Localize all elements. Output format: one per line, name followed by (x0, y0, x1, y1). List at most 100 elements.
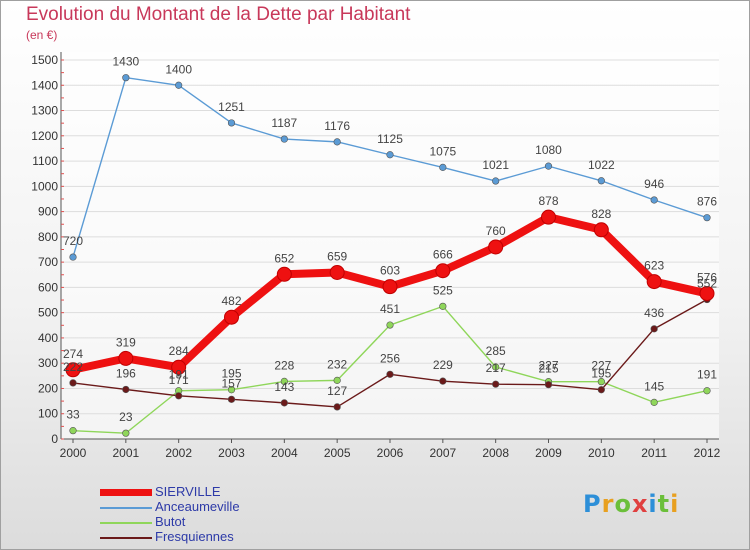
data-point (544, 381, 553, 389)
y-tick-label: 1100 (32, 154, 58, 168)
data-point (333, 138, 341, 146)
y-tick-label: 900 (38, 205, 58, 219)
data-point (122, 74, 130, 82)
y-tick-label: 700 (38, 255, 58, 269)
data-label: 191 (697, 368, 717, 382)
y-tick-label: 600 (38, 280, 58, 294)
data-point (597, 378, 605, 386)
data-label: 228 (274, 358, 294, 372)
x-tick-label: 2002 (165, 446, 192, 460)
data-point (69, 379, 77, 387)
data-point (386, 321, 394, 329)
data-point (703, 387, 711, 395)
data-label: 1021 (482, 158, 509, 172)
data-label: 666 (433, 248, 453, 262)
data-label: 828 (591, 207, 611, 221)
logo-letter: P (583, 490, 602, 518)
legend-label: Fresquiennes (155, 529, 234, 544)
legend-label: Butot (155, 514, 186, 529)
data-point (439, 377, 447, 385)
data-point (333, 403, 341, 411)
y-tick-label: 300 (38, 356, 58, 370)
proxiti-logo: Proxiti (583, 490, 679, 518)
data-label: 285 (486, 344, 506, 358)
data-label: 232 (327, 357, 347, 371)
data-label: 274 (63, 347, 83, 361)
logo-letter: r (601, 490, 615, 518)
data-label: 171 (169, 373, 189, 387)
data-point (541, 209, 556, 225)
data-label: 552 (697, 277, 717, 291)
data-point (544, 162, 553, 170)
data-label: 33 (66, 408, 80, 422)
data-point (650, 325, 658, 333)
data-label: 256 (380, 351, 400, 365)
data-label: 191 (169, 368, 189, 382)
data-point (492, 380, 500, 388)
data-label: 227 (591, 359, 611, 373)
data-point (69, 427, 77, 435)
x-tick-label: 2004 (271, 446, 298, 460)
data-point (227, 395, 236, 403)
data-label: 1430 (112, 55, 139, 69)
data-point (224, 309, 239, 325)
data-point (122, 385, 130, 394)
data-label: 1251 (218, 100, 245, 114)
data-label: 222 (63, 360, 83, 374)
data-label: 1080 (535, 143, 562, 157)
x-tick-label: 2000 (60, 446, 87, 460)
y-tick-label: 1400 (31, 78, 58, 92)
chart-title: Evolution du Montant de la Dette par Hab… (26, 4, 411, 25)
data-point (386, 370, 394, 378)
legend-swatch (100, 522, 152, 524)
data-label: 652 (274, 251, 294, 265)
data-label: 946 (644, 177, 664, 191)
y-tick-label: 1300 (31, 104, 58, 118)
data-point (69, 253, 77, 261)
data-point (175, 392, 183, 400)
legend-label: Anceaumeville (155, 499, 240, 514)
legend-label: SIERVILLE (155, 484, 221, 499)
data-point (699, 285, 715, 301)
data-label: 623 (644, 259, 664, 273)
y-tick-label: 100 (38, 407, 58, 421)
data-label: 1400 (165, 62, 192, 76)
data-label: 451 (380, 302, 400, 316)
data-label: 319 (116, 335, 136, 349)
x-tick-label: 2006 (377, 446, 404, 460)
x-tick-label: 2005 (324, 446, 351, 460)
data-label: 227 (538, 359, 558, 373)
data-label: 1125 (377, 132, 403, 146)
y-tick-label: 800 (38, 230, 58, 244)
data-point (329, 264, 345, 280)
data-label: 196 (116, 366, 136, 380)
data-point (488, 239, 504, 255)
y-tick-label: 1200 (31, 129, 58, 143)
y-tick-label: 400 (38, 331, 58, 345)
logo-letter: x (631, 490, 649, 518)
data-point (597, 177, 605, 185)
data-point (333, 376, 341, 384)
legend-swatch (100, 507, 152, 509)
data-label: 525 (433, 283, 453, 297)
data-label: 127 (327, 384, 347, 398)
data-label: 1187 (271, 116, 297, 130)
data-point (492, 177, 500, 185)
data-label: 1022 (588, 158, 615, 172)
x-tick-label: 2001 (112, 446, 139, 460)
data-point (227, 119, 236, 127)
data-point (439, 163, 447, 171)
data-label: 876 (697, 195, 717, 209)
data-point (65, 362, 81, 378)
data-label: 1075 (429, 144, 456, 158)
x-tick-label: 2007 (429, 446, 456, 460)
legend-swatch (100, 537, 152, 539)
x-tick-label: 2009 (535, 446, 562, 460)
data-label: 1176 (324, 119, 350, 133)
data-label: 145 (644, 379, 664, 393)
data-point (227, 386, 236, 394)
x-tick-label: 2011 (641, 446, 667, 460)
data-point (386, 151, 394, 159)
data-label: 760 (486, 224, 506, 238)
